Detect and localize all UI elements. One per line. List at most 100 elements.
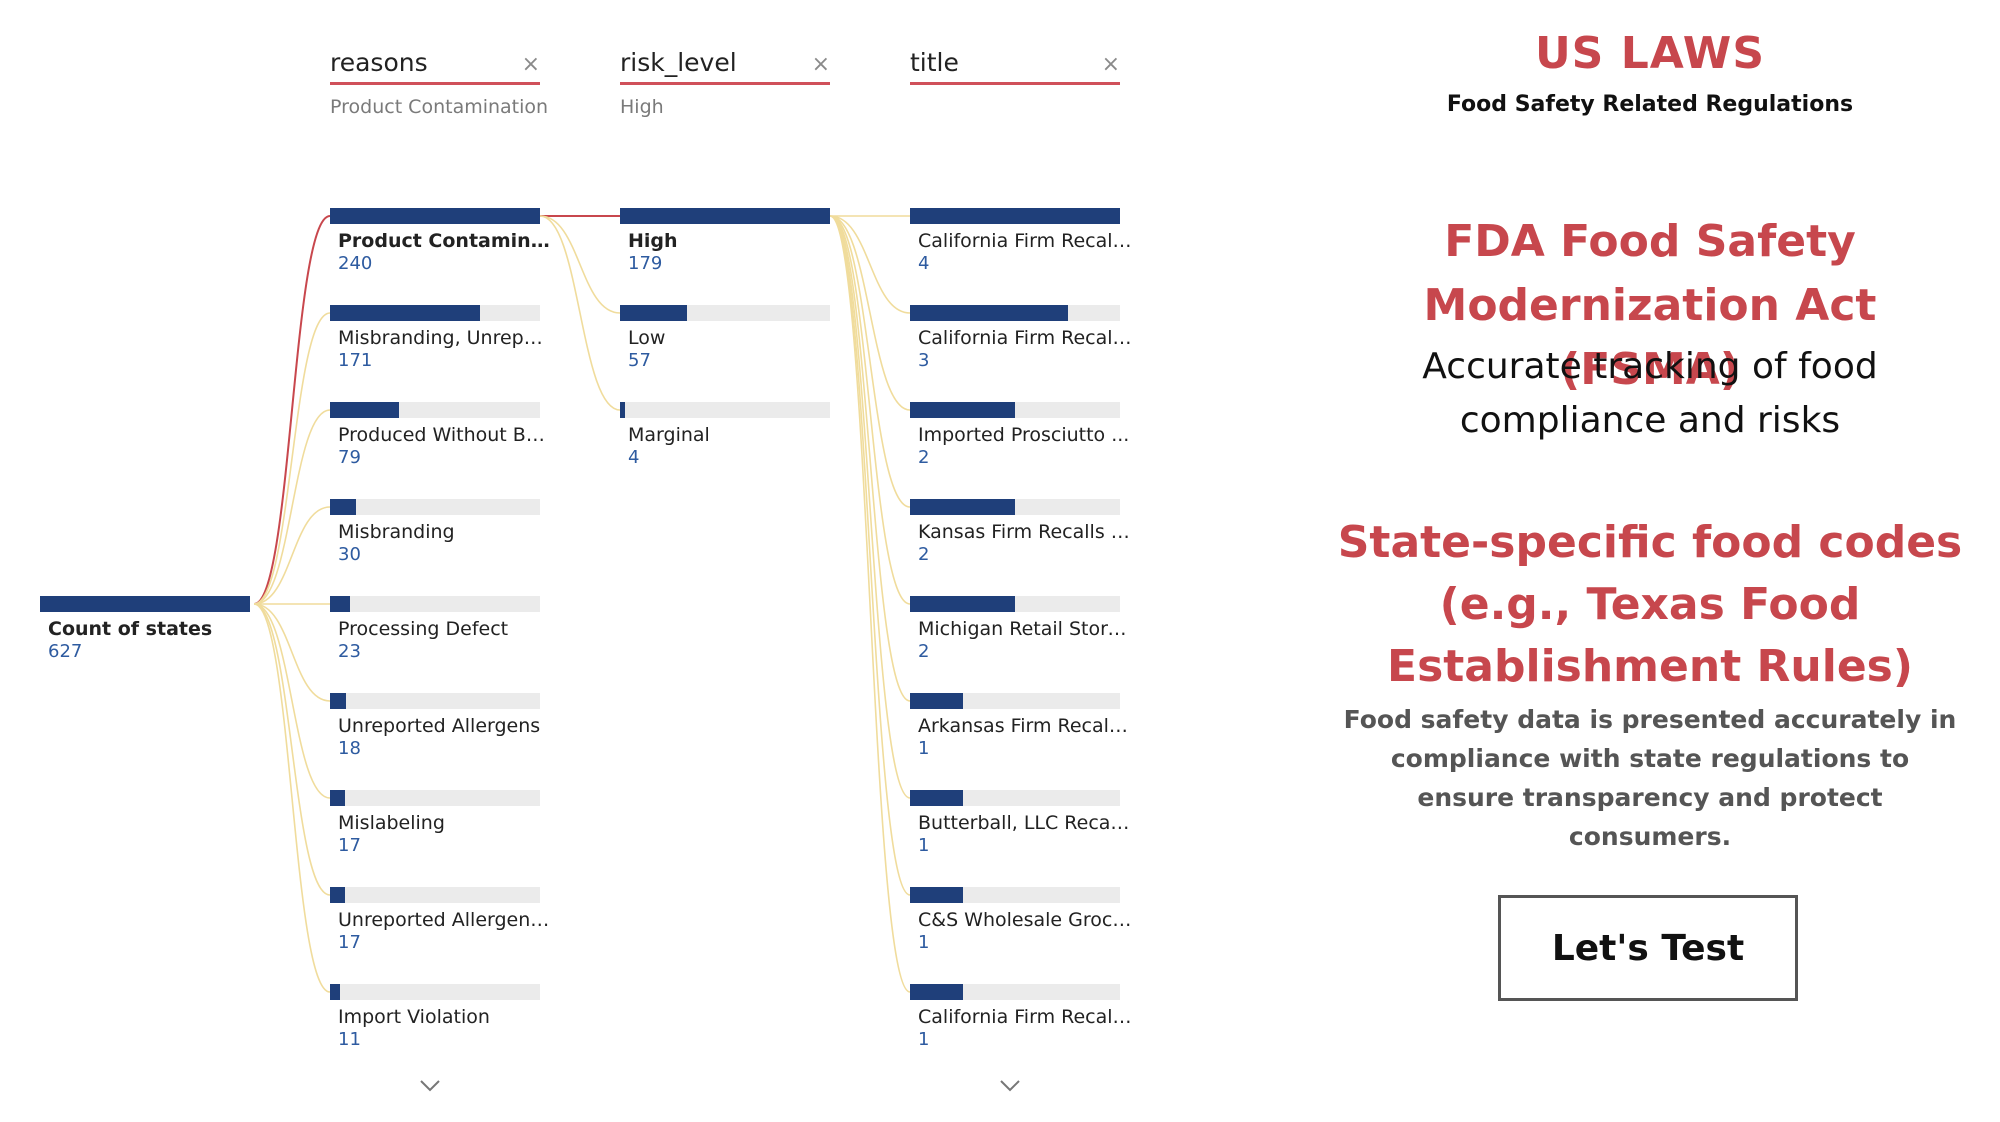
node-bar-track: [330, 208, 540, 224]
root-node[interactable]: Count of states 627: [40, 596, 250, 666]
node-value: 17: [338, 835, 361, 856]
node-title-0[interactable]: California Firm Recall... 4: [910, 208, 1132, 278]
node-bar-fill: [910, 790, 963, 806]
node-label: High: [628, 230, 678, 252]
lets-test-button[interactable]: Let's Test: [1498, 895, 1798, 1001]
node-bar-fill: [330, 208, 540, 224]
link-title-8: [829, 215, 911, 993]
node-bar-fill: [330, 790, 345, 806]
node-bar-fill: [910, 499, 1015, 515]
node-value: 2: [918, 447, 930, 468]
node-value: 2: [918, 544, 930, 565]
node-bar-fill: [910, 208, 1120, 224]
node-title-3[interactable]: Kansas Firm Recalls G... 2: [910, 499, 1132, 569]
node-label: Misbranding, Unrepor...: [338, 327, 552, 349]
node-bar-fill: [910, 596, 1015, 612]
node-value: 18: [338, 738, 361, 759]
column-header-underline: [620, 82, 830, 85]
node-bar-fill: [910, 693, 963, 709]
node-value: 3: [918, 350, 930, 371]
node-bar-track: [330, 305, 540, 321]
node-title-5[interactable]: Arkansas Firm Recall... 1: [910, 693, 1132, 763]
link-risk-level-1: [539, 215, 621, 314]
column-header-reasons: reasons × Product Contamination: [330, 48, 548, 138]
link-reasons-6: [253, 603, 331, 799]
node-bar-track: [330, 790, 540, 806]
node-value: 1: [918, 932, 930, 953]
node-bar-fill: [620, 402, 625, 418]
column-header-title: title ×: [910, 48, 1120, 138]
node-reasons-5[interactable]: Unreported Allergens 18: [330, 693, 540, 763]
node-value: 30: [338, 544, 361, 565]
node-title-7[interactable]: C&S Wholesale Groce... 1: [910, 887, 1132, 957]
node-reasons-6[interactable]: Mislabeling 17: [330, 790, 540, 860]
node-bar-track: [910, 887, 1120, 903]
node-bar-track: [330, 887, 540, 903]
node-bar-track: [910, 790, 1120, 806]
node-bar-fill: [910, 887, 963, 903]
close-icon[interactable]: ×: [521, 52, 540, 77]
node-bar-fill: [620, 305, 687, 321]
node-bar-fill: [620, 208, 830, 224]
node-value: 171: [338, 350, 373, 371]
node-risk-level-1[interactable]: Low 57: [620, 305, 830, 375]
node-value: 57: [628, 350, 651, 371]
link-reasons-2: [253, 409, 331, 605]
chevron-down-icon[interactable]: [419, 1075, 441, 1097]
node-label: C&S Wholesale Groce...: [918, 909, 1132, 931]
link-title-5: [829, 215, 911, 702]
node-bar-track: [910, 305, 1120, 321]
close-icon[interactable]: ×: [1101, 52, 1120, 77]
chevron-down-icon[interactable]: [999, 1075, 1021, 1097]
node-bar-track: [910, 596, 1120, 612]
node-reasons-3[interactable]: Misbranding 30: [330, 499, 540, 569]
node-title-2[interactable]: Imported Prosciutto ... 2: [910, 402, 1129, 472]
node-label: Misbranding: [338, 521, 455, 543]
node-bar-fill: [330, 887, 345, 903]
node-label: Arkansas Firm Recall...: [918, 715, 1132, 737]
link-title-4: [829, 215, 911, 605]
node-bar-track: [620, 402, 830, 418]
link-reasons-0: [253, 215, 331, 605]
column-header-filter: High: [620, 96, 664, 118]
node-value: 4: [918, 253, 930, 274]
node-reasons-2[interactable]: Produced Without Be... 79: [330, 402, 552, 472]
node-title-1[interactable]: California Firm Recall... 3: [910, 305, 1132, 375]
node-bar-fill: [330, 305, 480, 321]
node-bar-fill: [910, 305, 1068, 321]
node-bar-fill: [40, 596, 250, 612]
node-reasons-4[interactable]: Processing Defect 23: [330, 596, 540, 666]
node-risk-level-0[interactable]: High 179: [620, 208, 830, 278]
column-header-risk-level: risk_level × High: [620, 48, 830, 138]
node-label: California Firm Recall...: [918, 327, 1132, 349]
node-bar-track: [330, 693, 540, 709]
close-icon[interactable]: ×: [811, 52, 830, 77]
node-label: California Firm Recall...: [918, 230, 1132, 252]
fsma-heading: FDA Food Safety Modernization Act (FSMA): [1423, 216, 1877, 395]
node-value: 1: [918, 1029, 930, 1050]
node-label: Imported Prosciutto ...: [918, 424, 1130, 446]
node-bar-fill: [330, 402, 400, 418]
node-reasons-0[interactable]: Product Contamination240: [330, 208, 552, 278]
node-label: Product Contamination: [338, 230, 552, 252]
node-bar-track: [910, 693, 1120, 709]
node-title-4[interactable]: Michigan Retail Store... 2: [910, 596, 1132, 666]
node-risk-level-2[interactable]: Marginal 4: [620, 402, 830, 472]
node-value: 79: [338, 447, 361, 468]
node-value: 17: [338, 932, 361, 953]
node-value: 179: [628, 253, 663, 274]
link-reasons-3: [253, 506, 331, 605]
node-reasons-7[interactable]: Unreported Allergens... 17: [330, 887, 552, 957]
node-reasons-8[interactable]: Import Violation 11: [330, 984, 540, 1054]
node-title-6[interactable]: Butterball, LLC Recall... 1: [910, 790, 1132, 860]
node-bar-track: [330, 402, 540, 418]
node-bar-track: [620, 305, 830, 321]
fsma-subtitle: Accurate tracking of food compliance and…: [1422, 346, 1878, 441]
column-header-underline: [330, 82, 540, 85]
node-label: Unreported Allergens: [338, 715, 541, 737]
node-value: 11: [338, 1029, 361, 1050]
node-value: 4: [628, 447, 640, 468]
node-label: Marginal: [628, 424, 710, 446]
node-title-8[interactable]: California Firm Recall... 1: [910, 984, 1132, 1054]
node-reasons-1[interactable]: Misbranding, Unrepor... 171: [330, 305, 552, 375]
